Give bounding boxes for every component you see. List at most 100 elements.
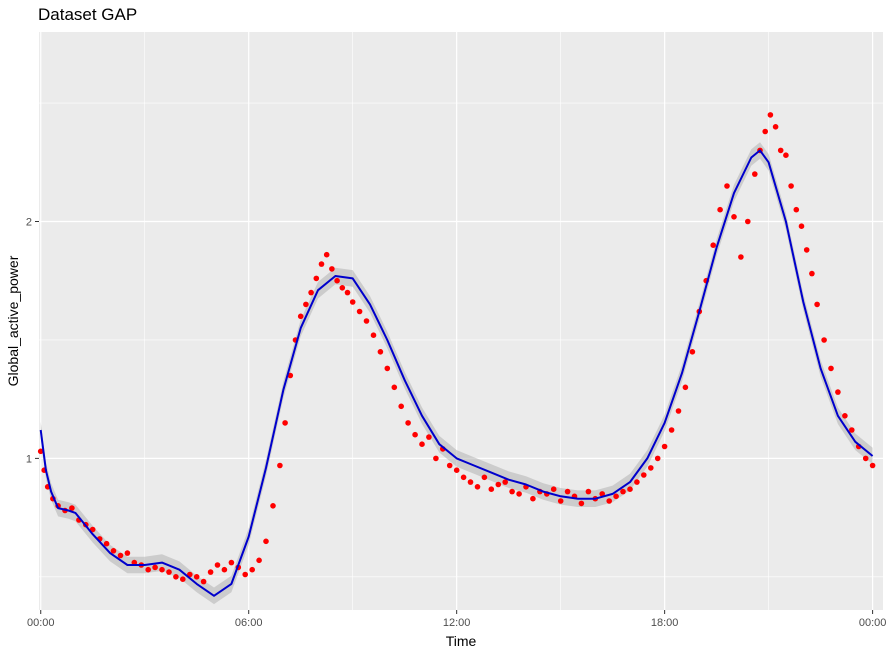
data-point <box>578 500 585 507</box>
smooth-line <box>39 149 874 597</box>
data-point <box>783 152 789 158</box>
data-point <box>282 420 288 426</box>
data-point <box>495 481 502 488</box>
data-point <box>627 486 633 493</box>
data-point <box>344 289 351 296</box>
data-point <box>419 441 425 448</box>
data-point <box>809 270 815 277</box>
data-point <box>277 462 283 469</box>
data-point <box>752 171 758 177</box>
data-point <box>221 566 228 573</box>
data-point <box>377 349 384 355</box>
data-point <box>287 372 294 379</box>
data-point <box>37 448 44 455</box>
y-tick-label: 1 <box>26 453 32 465</box>
data-point <box>405 420 411 426</box>
data-point <box>745 218 751 225</box>
data-point <box>803 247 810 253</box>
smooth-ribbon-layer <box>40 142 873 605</box>
data-point <box>398 403 405 410</box>
data-point <box>166 569 172 575</box>
data-point <box>814 301 820 308</box>
data-point <box>446 462 453 469</box>
x-tick-label: 06:00 <box>235 617 263 629</box>
data-point <box>228 559 235 566</box>
x-tick-label: 18:00 <box>651 617 679 629</box>
data-point <box>585 488 592 495</box>
data-point <box>661 443 668 450</box>
y-axis-title: Global_active_power <box>5 255 21 386</box>
data-point <box>862 455 869 462</box>
data-point <box>103 540 110 547</box>
data-point <box>842 413 848 419</box>
data-point <box>313 275 320 282</box>
data-point <box>433 455 439 462</box>
data-point <box>689 349 696 355</box>
data-point <box>606 498 612 504</box>
data-point <box>509 488 515 495</box>
smooth-confidence-ribbon <box>40 142 873 605</box>
smooth-line-layer <box>39 149 874 597</box>
data-point <box>152 564 158 571</box>
x-tick-label: 00:00 <box>27 617 55 629</box>
data-point <box>263 538 269 545</box>
data-point <box>668 427 675 433</box>
grid-lines <box>39 32 883 610</box>
data-point <box>460 474 467 481</box>
data-point <box>124 550 131 556</box>
data-point <box>200 578 207 585</box>
data-point <box>297 313 304 320</box>
data-point <box>798 223 805 229</box>
data-point <box>323 251 330 258</box>
y-tick-label: 2 <box>26 217 32 229</box>
data-point <box>557 498 564 504</box>
data-point <box>835 389 841 395</box>
data-point <box>384 365 391 372</box>
data-point <box>648 465 654 471</box>
data-point <box>738 254 744 260</box>
data-point <box>550 486 557 493</box>
axis-ticks: 00:00 06:00 12:00 18:00 00:00 1 2 <box>26 217 886 629</box>
data-point <box>363 318 370 324</box>
data-point <box>180 576 186 582</box>
plot-panel <box>39 32 883 610</box>
x-tick-label: 00:00 <box>859 617 887 629</box>
data-point <box>502 479 509 485</box>
data-point <box>869 462 876 469</box>
data-point <box>788 183 794 189</box>
data-point <box>467 479 474 485</box>
data-point <box>308 289 314 296</box>
data-point <box>412 431 418 438</box>
data-point <box>654 455 661 462</box>
data-point <box>481 474 488 481</box>
data-point <box>599 491 605 497</box>
data-point <box>717 206 723 213</box>
data-point <box>303 301 309 308</box>
data-point <box>256 557 262 564</box>
data-point <box>453 467 460 474</box>
data-point <box>339 285 346 291</box>
data-point <box>634 479 640 485</box>
data-point <box>69 505 75 511</box>
x-tick-label: 12:00 <box>443 617 471 629</box>
data-point <box>530 495 536 502</box>
data-point <box>173 574 179 580</box>
data-point <box>488 486 495 493</box>
data-point <box>207 569 214 575</box>
data-point <box>675 408 682 414</box>
data-point <box>793 206 800 213</box>
data-point <box>762 128 768 135</box>
data-point <box>193 574 200 580</box>
data-point <box>110 548 117 554</box>
data-point <box>426 434 432 440</box>
data-point <box>370 332 377 339</box>
data-point <box>767 112 774 118</box>
data-point <box>641 472 647 478</box>
data-point <box>828 365 834 372</box>
data-point <box>117 552 124 559</box>
data-point <box>391 384 398 391</box>
data-point <box>620 488 626 495</box>
data-point <box>329 266 335 272</box>
data-point <box>242 571 248 578</box>
